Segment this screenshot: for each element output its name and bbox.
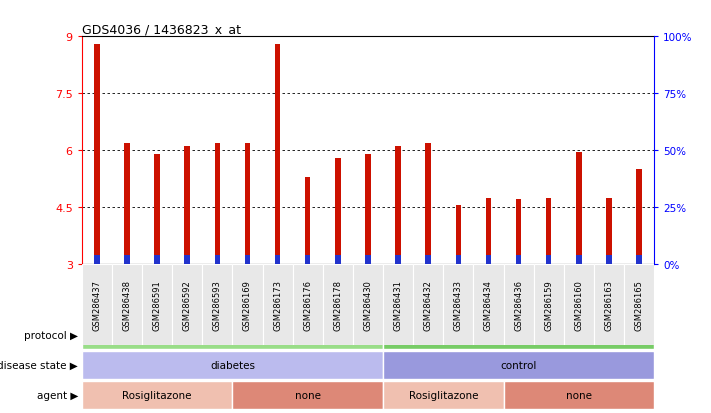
Bar [202,264,232,345]
Text: GSM286430: GSM286430 [363,279,373,330]
Bar [305,177,311,264]
Bar [474,264,503,345]
Bar [232,264,262,345]
Text: GSM286437: GSM286437 [92,279,102,330]
Text: control: control [501,360,537,370]
Bar [546,255,552,264]
Bar [124,255,129,264]
Bar [576,255,582,264]
Text: GSM286593: GSM286593 [213,279,222,330]
Bar [245,143,250,264]
Text: none: none [294,390,321,400]
Bar [546,198,552,264]
Bar [172,264,202,345]
Bar [606,255,611,264]
Bar [395,147,401,264]
Bar [486,255,491,264]
Bar [293,264,323,345]
Bar [365,154,370,264]
Bar [142,264,172,345]
Bar [606,198,611,264]
Text: Rosiglitazone: Rosiglitazone [409,390,478,400]
Text: GSM286159: GSM286159 [544,279,553,330]
Bar [353,264,383,345]
Bar [305,255,311,264]
Text: Rosiglitazone: Rosiglitazone [122,390,192,400]
Text: GSM286591: GSM286591 [153,279,161,330]
Bar [534,264,564,345]
Bar [154,255,160,264]
Text: agent ▶: agent ▶ [37,390,78,400]
Text: GSM286438: GSM286438 [122,279,132,330]
Bar [564,264,594,345]
Bar [425,143,431,264]
Bar [395,255,401,264]
Bar [82,351,383,379]
Bar [335,158,341,264]
Bar [82,264,112,345]
Bar [383,321,654,349]
Bar [275,45,280,264]
Text: GSM286165: GSM286165 [634,279,643,330]
Text: GSM286434: GSM286434 [484,279,493,330]
Bar [184,255,190,264]
Bar [456,206,461,264]
Bar [112,264,142,345]
Bar [383,264,413,345]
Bar [425,255,431,264]
Text: GSM286169: GSM286169 [243,279,252,330]
Bar [636,170,642,264]
Bar [82,381,232,409]
Text: GSM286432: GSM286432 [424,279,433,330]
Text: streptozotocin-induction: streptozotocin-induction [169,330,296,340]
Bar [215,255,220,264]
Bar [624,264,654,345]
Bar [443,264,474,345]
Bar [456,255,461,264]
Text: GSM286173: GSM286173 [273,279,282,330]
Bar [516,200,521,264]
Bar [335,255,341,264]
Text: GSM286592: GSM286592 [183,279,192,330]
Bar [215,143,220,264]
Bar [154,154,160,264]
Bar [275,255,280,264]
Bar [576,153,582,264]
Bar [383,381,503,409]
Bar [94,255,100,264]
Bar [516,255,521,264]
Bar [262,264,293,345]
Bar [503,264,534,345]
Bar [413,264,443,345]
Bar [232,381,383,409]
Text: protocol ▶: protocol ▶ [24,330,78,340]
Text: GSM286176: GSM286176 [303,279,312,330]
Bar [245,255,250,264]
Bar [503,381,654,409]
Bar [594,264,624,345]
Bar [323,264,353,345]
Text: GSM286431: GSM286431 [394,279,402,330]
Bar [636,255,642,264]
Text: GSM286433: GSM286433 [454,279,463,330]
Text: not induced: not induced [488,330,550,340]
Bar [365,255,370,264]
Bar [124,143,129,264]
Text: disease state ▶: disease state ▶ [0,360,78,370]
Bar [82,321,383,349]
Text: none: none [566,390,592,400]
Bar [184,147,190,264]
Text: GSM286436: GSM286436 [514,279,523,330]
Text: GDS4036 / 1436823_x_at: GDS4036 / 1436823_x_at [82,23,241,36]
Text: GSM286160: GSM286160 [574,279,583,330]
Bar [94,45,100,264]
Bar [486,198,491,264]
Text: GSM286178: GSM286178 [333,279,342,330]
Text: diabetes: diabetes [210,360,255,370]
Text: GSM286163: GSM286163 [604,279,614,330]
Bar [383,351,654,379]
